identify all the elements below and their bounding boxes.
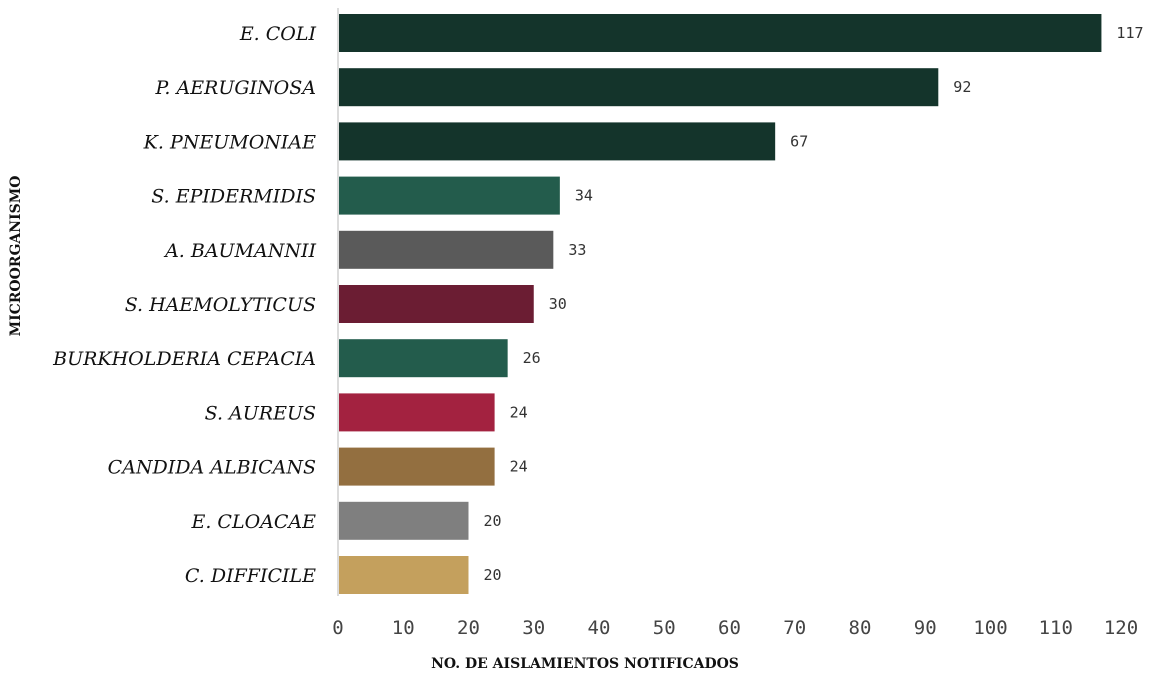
data-label: 67 — [790, 132, 808, 150]
data-label: 26 — [523, 349, 541, 367]
x-tick-label: 40 — [588, 617, 611, 639]
data-label: 24 — [510, 458, 528, 476]
bar — [339, 176, 560, 215]
x-tick-label: 100 — [973, 617, 1007, 639]
x-tick-label: 110 — [1039, 617, 1073, 639]
category-label: S. AUREUS — [205, 402, 316, 424]
x-tick-label: 70 — [783, 617, 806, 639]
category-label: E. COLI — [239, 23, 317, 45]
x-axis-ticks: 0 10 20 30 40 50 60 70 80 90 100 110 120 — [332, 617, 1138, 639]
category-label: CANDIDA ALBICANS — [108, 457, 316, 479]
category-label: P. AERUGINOSA — [154, 77, 316, 99]
bars-group — [339, 14, 1102, 594]
x-tick-label: 0 — [332, 617, 343, 639]
bar — [339, 393, 495, 432]
x-tick-label: 10 — [392, 617, 415, 639]
x-tick-label: 60 — [718, 617, 741, 639]
category-label: A. BAUMANNII — [163, 240, 316, 262]
x-tick-label: 120 — [1104, 617, 1138, 639]
data-label: 33 — [568, 241, 586, 259]
data-label: 20 — [484, 512, 502, 530]
data-label: 92 — [953, 78, 971, 96]
data-label: 117 — [1116, 24, 1143, 42]
data-label: 24 — [510, 403, 528, 421]
value-labels: 117 92 67 34 33 30 26 24 24 20 20 — [484, 24, 1144, 584]
data-label: 20 — [484, 566, 502, 584]
category-label: S. EPIDERMIDIS — [151, 186, 316, 208]
category-labels: E. COLI P. AERUGINOSA K. PNEUMONIAE S. EPID… — [52, 23, 316, 587]
data-label: 34 — [575, 187, 593, 205]
bar — [339, 501, 469, 540]
x-tick-label: 80 — [849, 617, 872, 639]
y-axis-title: MICROORGANISMO — [8, 176, 24, 337]
data-label: 30 — [549, 295, 567, 313]
bar — [339, 68, 939, 107]
bar — [339, 556, 469, 594]
bar — [339, 14, 1102, 52]
bar — [339, 339, 508, 378]
x-tick-label: 20 — [457, 617, 480, 639]
x-tick-label: 90 — [914, 617, 937, 639]
bar — [339, 285, 534, 323]
x-tick-label: 30 — [522, 617, 545, 639]
category-label: BURKHOLDERIA CEPACIA — [52, 348, 316, 370]
bar — [339, 122, 776, 161]
x-axis-title: NO. DE AISLAMIENTOS NOTIFICADOS — [431, 656, 739, 672]
category-label: K. PNEUMONIAE — [143, 131, 316, 153]
bar — [339, 230, 554, 269]
category-label: E. CLOACAE — [190, 511, 316, 533]
category-label: S. HAEMOLYTICUS — [125, 294, 316, 316]
x-tick-label: 50 — [653, 617, 676, 639]
bar — [339, 447, 495, 486]
category-label: C. DIFFICILE — [185, 565, 316, 587]
